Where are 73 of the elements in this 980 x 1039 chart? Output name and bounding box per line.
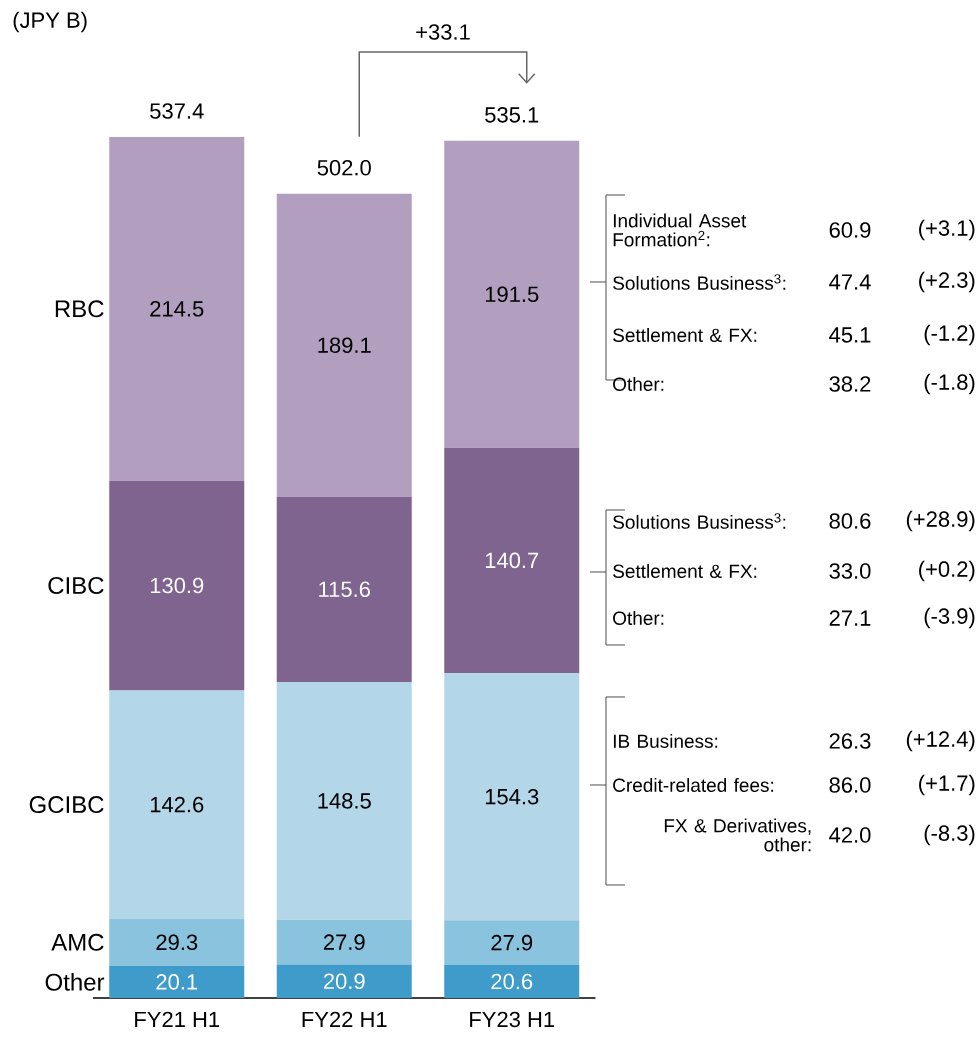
data-label: 189.1 bbox=[318, 337, 371, 353]
bar bbox=[276, 681, 412, 920]
data-label: 140.7 bbox=[485, 552, 539, 569]
data-label: 27.9 bbox=[491, 934, 533, 951]
bar bbox=[444, 673, 580, 921]
text: 38.2 bbox=[829, 376, 871, 392]
total-label: 537.4 bbox=[150, 103, 204, 119]
total-label: 502.0 bbox=[317, 159, 371, 176]
text: (-3.9) bbox=[924, 607, 975, 629]
text: 80.6 bbox=[829, 513, 871, 529]
text: Individual Asset Formation$^{2}$: bbox=[613, 213, 747, 247]
bar bbox=[276, 496, 412, 682]
bar bbox=[109, 918, 245, 966]
text: (+12.4) bbox=[906, 730, 975, 752]
x-tick-label: FY23 H1 bbox=[470, 1011, 555, 1028]
text: FX & Derivatives, other: bbox=[664, 818, 811, 852]
text: Other: bbox=[613, 377, 664, 391]
text: Other: bbox=[613, 611, 664, 625]
text: Credit-related fees: bbox=[613, 778, 774, 792]
text: 47.4 bbox=[829, 274, 871, 290]
data-label: 20.9 bbox=[323, 973, 365, 990]
bar bbox=[109, 136, 245, 481]
text: (+3.1) bbox=[919, 219, 975, 241]
data-label: 142.6 bbox=[150, 796, 204, 813]
bar bbox=[444, 140, 580, 448]
data-label: 191.5 bbox=[485, 286, 539, 303]
text: (+1.7) bbox=[919, 774, 975, 796]
text: (-8.3) bbox=[924, 824, 975, 846]
bar bbox=[276, 919, 412, 965]
data-label: 27.9 bbox=[323, 934, 365, 950]
data-label: 20.6 bbox=[491, 973, 533, 990]
text: (JPY B) bbox=[13, 11, 87, 33]
data-label: 148.5 bbox=[318, 793, 371, 809]
bar bbox=[109, 690, 245, 919]
data-label: 154.3 bbox=[485, 788, 539, 805]
text: 33.0 bbox=[829, 563, 871, 579]
bar bbox=[444, 920, 580, 965]
text: IB Business: bbox=[613, 734, 718, 748]
text: 27.1 bbox=[829, 610, 871, 626]
data-label: 115.6 bbox=[319, 581, 370, 598]
text: (-1.2) bbox=[924, 324, 975, 346]
text: (-1.8) bbox=[924, 373, 975, 395]
text: Solutions Business$^{3}$: bbox=[613, 513, 786, 529]
series-label: AMC bbox=[51, 933, 104, 951]
total-label: 535.1 bbox=[485, 107, 539, 123]
text: 45.1 bbox=[829, 327, 871, 343]
data-label: 214.5 bbox=[150, 301, 204, 317]
text: (+0.2) bbox=[919, 560, 975, 582]
data-label: 29.3 bbox=[156, 934, 198, 951]
text: Solutions Business$^{3}$: bbox=[613, 274, 786, 290]
series-label: GCIBC bbox=[29, 796, 104, 814]
bar bbox=[276, 964, 412, 998]
x-tick-label: FY22 H1 bbox=[302, 1011, 387, 1028]
data-label: 20.1 bbox=[156, 974, 198, 990]
series-label: Other bbox=[45, 973, 105, 991]
text: (+28.9) bbox=[906, 510, 975, 532]
bar bbox=[444, 964, 580, 998]
series-label: CIBC bbox=[48, 577, 104, 595]
data-label: 130.9 bbox=[150, 577, 204, 594]
bar bbox=[109, 480, 245, 691]
text: 26.3 bbox=[829, 733, 871, 749]
series-label: RBC bbox=[55, 300, 104, 318]
text: 60.9 bbox=[829, 222, 871, 238]
text: (+2.3) bbox=[919, 271, 975, 293]
text: +33.1 bbox=[416, 24, 470, 40]
x-tick-label: FY21 H1 bbox=[135, 1011, 220, 1028]
text: 86.0 bbox=[829, 777, 871, 793]
text: Settlement & FX: bbox=[613, 564, 757, 578]
bar bbox=[109, 965, 245, 998]
text: 42.0 bbox=[829, 827, 871, 843]
bar bbox=[444, 447, 580, 674]
bar bbox=[276, 193, 412, 497]
text: Settlement & FX: bbox=[613, 328, 757, 342]
